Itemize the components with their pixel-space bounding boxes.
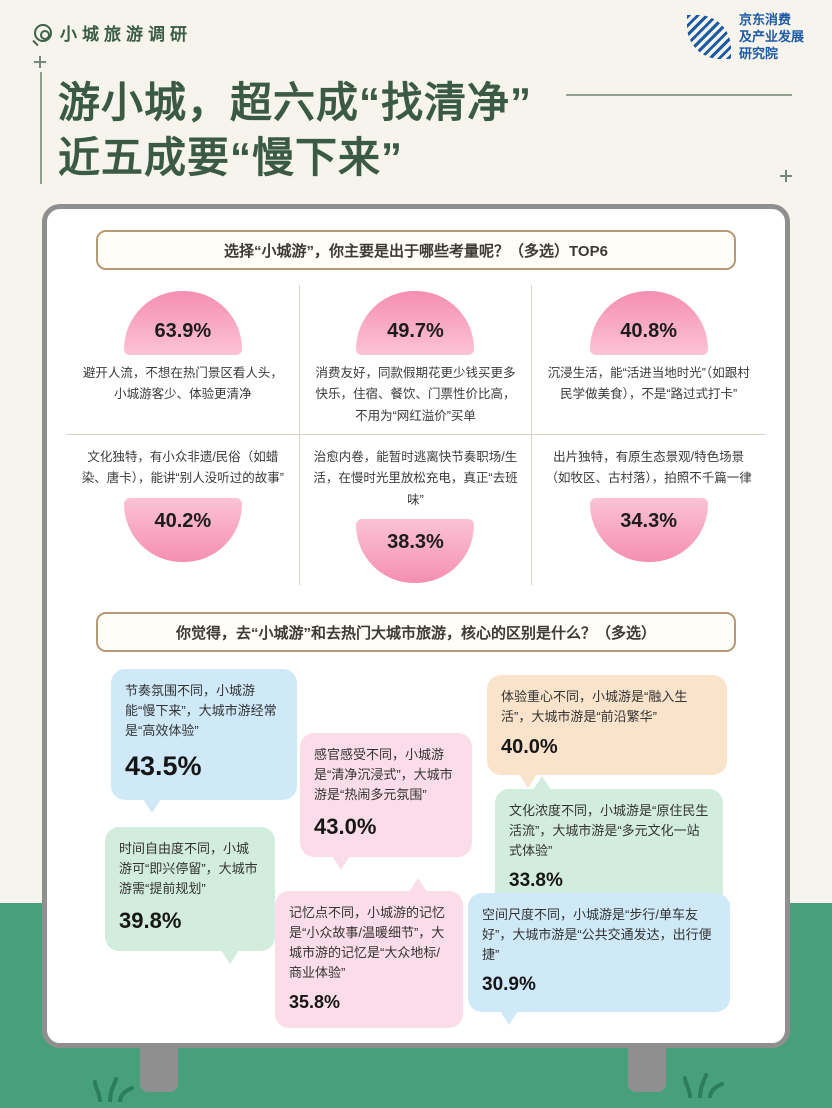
page-title-line-2: 近五成要“慢下来”: [58, 133, 404, 181]
stat-dome: 63.9%: [123, 291, 242, 355]
brand: 小城旅游调研: [34, 20, 192, 45]
stat-percentage: 49.7%: [387, 319, 444, 342]
diff-bubble-focus: 体验重心不同，小城游是“融入生活”，大城市游是“前沿繁华” 40.0%: [487, 675, 727, 789]
stat-item: 出片独特，有原生态景观/特色场景（如牧区、古村落），拍照不千篇一律 34.3%: [532, 435, 765, 585]
diff-bubble-pace: 节奏氛围不同，小城游能“慢下来”，大城市游经常是“高效体验” 43.5%: [111, 669, 297, 814]
grass-tuft-icon: [92, 1076, 136, 1107]
stat-item: 治愈内卷，能暂时逃离快节奏职场/生活，在慢时光里放松充电，真正“去班味” 38.…: [300, 435, 533, 585]
bubble-percentage: 30.9%: [482, 974, 536, 996]
jd-logo-icon: [686, 15, 731, 60]
stat-description: 避开人流，不想在热门景区看人头，小城游客少、体验更清净: [82, 366, 283, 402]
decor-cross-icon: [780, 170, 792, 182]
bubble-percentage: 39.8%: [119, 908, 182, 934]
bubble-text: 时间自由度不同，小城游可“即兴停留”，大城市游需“提前规划”: [119, 841, 258, 897]
question2-title: 你觉得，去“小城游”和去热门大城市旅游，核心的区别是什么？（多选）: [96, 612, 736, 652]
diff-bubble-memory: 记忆点不同，小城游的记忆是“小众故事/温暖细节”，大城市游的记忆是“大众地标/商…: [275, 877, 463, 1029]
bubble-text: 空间尺度不同，小城游是“步行/单车友好”，大城市游是“公共交通发达，出行便捷”: [482, 907, 712, 963]
diff-bubble-scale: 空间尺度不同，小城游是“步行/单车友好”，大城市游是“公共交通发达，出行便捷” …: [468, 893, 730, 1025]
bubble-percentage: 43.0%: [314, 814, 377, 840]
decor-vertical-line: [40, 72, 42, 184]
board-leg-left: [140, 1040, 178, 1092]
bubble-text: 体验重心不同，小城游是“融入生活”，大城市游是“前沿繁华”: [501, 689, 688, 725]
bubble-percentage: 33.8%: [509, 870, 563, 892]
brand-title: 小城旅游调研: [60, 25, 192, 44]
diff-bubble-sense: 感官感受不同，小城游是“清净沉浸式”，大城市游是“热闹多元氛围” 43.0%: [300, 733, 472, 869]
stat-percentage: 34.3%: [620, 510, 678, 532]
bubble-percentage: 35.8%: [289, 991, 341, 1012]
stat-description: 消费友好，同款假期花更少钱买更多快乐，住宿、餐饮、门票性价比高，不用为“网红溢价…: [315, 366, 516, 423]
bubble-text: 节奏氛围不同，小城游能“慢下来”，大城市游经常是“高效体验”: [125, 683, 277, 739]
stat-description: 文化独特，有小众非遗/民俗（如蜡染、唐卡），能讲“别人没听过的故事”: [81, 450, 284, 486]
stat-description: 治愈内卷，能暂时逃离快节奏职场/生活，在慢时光里放松充电，真正“去班味”: [313, 450, 518, 507]
page-title-line-1: 游小城，超六成“找清净”: [58, 79, 533, 126]
question1-title: 选择“小城游”，你主要是出于哪些考量呢？（多选）TOP6: [96, 230, 736, 270]
logo-line-3: 研究院: [738, 45, 778, 61]
location-pin-icon: [34, 23, 52, 42]
bubble-text: 记忆点不同，小城游的记忆是“小众故事/温暖细节”，大城市游的记忆是“大众地标/商…: [289, 905, 446, 981]
jd-logo-text: 京东消费 及产业发展 研究院: [739, 12, 804, 63]
stat-item: 文化独特，有小众非遗/民俗（如蜡染、唐卡），能讲“别人没听过的故事” 40.2%: [67, 435, 300, 585]
stat-dome: 40.8%: [589, 291, 708, 355]
bubble-text: 文化浓度不同，小城游是“原住民生活流”，大城市游是“多元文化一站式体验”: [509, 803, 709, 859]
grass-tuft-icon: [682, 1072, 726, 1103]
stat-dome: 40.2%: [123, 497, 242, 562]
diff-bubble-culture: 文化浓度不同，小城游是“原住民生活流”，大城市游是“多元文化一站式体验” 33.…: [495, 776, 723, 908]
stat-description: 出片独特，有原生态景观/特色场景（如牧区、古村落），拍照不千篇一律: [545, 450, 752, 486]
logo-line-1: 京东消费: [738, 12, 791, 27]
stat-description: 沉浸生活，能“活进当地时光”（如跟村民学做美食），不是“路过式打卡”: [547, 366, 750, 402]
question1-title-text: 选择“小城游”，你主要是出于哪些考量呢？（多选）TOP6: [224, 242, 608, 260]
question1-stats-grid: 63.9% 避开人流，不想在热门景区看人头，小城游客少、体验更清净 49.7% …: [67, 285, 765, 585]
stat-item: 49.7% 消费友好，同款假期花更少钱买更多快乐，住宿、餐饮、门票性价比高，不用…: [299, 285, 533, 435]
board-leg-right: [628, 1040, 666, 1092]
stat-percentage: 40.2%: [154, 510, 212, 532]
jd-research-logo: 京东消费 及产业发展 研究院: [686, 12, 804, 63]
stat-item: 40.8% 沉浸生活，能“活进当地时光”（如跟村民学做美食），不是“路过式打卡”: [532, 285, 765, 435]
bubble-percentage: 43.5%: [125, 751, 202, 782]
stat-percentage: 40.8%: [620, 319, 678, 342]
stat-percentage: 63.9%: [154, 319, 212, 342]
question2-title-text: 你觉得，去“小城游”和去热门大城市旅游，核心的区别是什么？（多选）: [175, 624, 656, 642]
stat-percentage: 38.3%: [387, 531, 444, 554]
bubble-text: 感官感受不同，小城游是“清净沉浸式”，大城市游是“热闹多元氛围”: [314, 747, 453, 803]
stat-dome: 34.3%: [589, 497, 708, 562]
stat-dome: 49.7%: [356, 291, 475, 355]
stat-dome: 38.3%: [356, 518, 475, 583]
decor-cross-icon: [34, 56, 46, 68]
decor-horizontal-line: [566, 94, 792, 96]
page-title: 游小城，超六成“找清净” 近五成要“慢下来”: [58, 76, 532, 185]
logo-line-2: 及产业发展: [738, 28, 804, 44]
diff-bubble-freedom: 时间自由度不同，小城游可“即兴停留”，大城市游需“提前规划” 39.8%: [105, 827, 275, 963]
survey-board: 选择“小城游”，你主要是出于哪些考量呢？（多选）TOP6 63.9% 避开人流，…: [42, 204, 790, 1048]
stat-item: 63.9% 避开人流，不想在热门景区看人头，小城游客少、体验更清净: [67, 285, 300, 435]
bubble-percentage: 40.0%: [501, 736, 558, 759]
